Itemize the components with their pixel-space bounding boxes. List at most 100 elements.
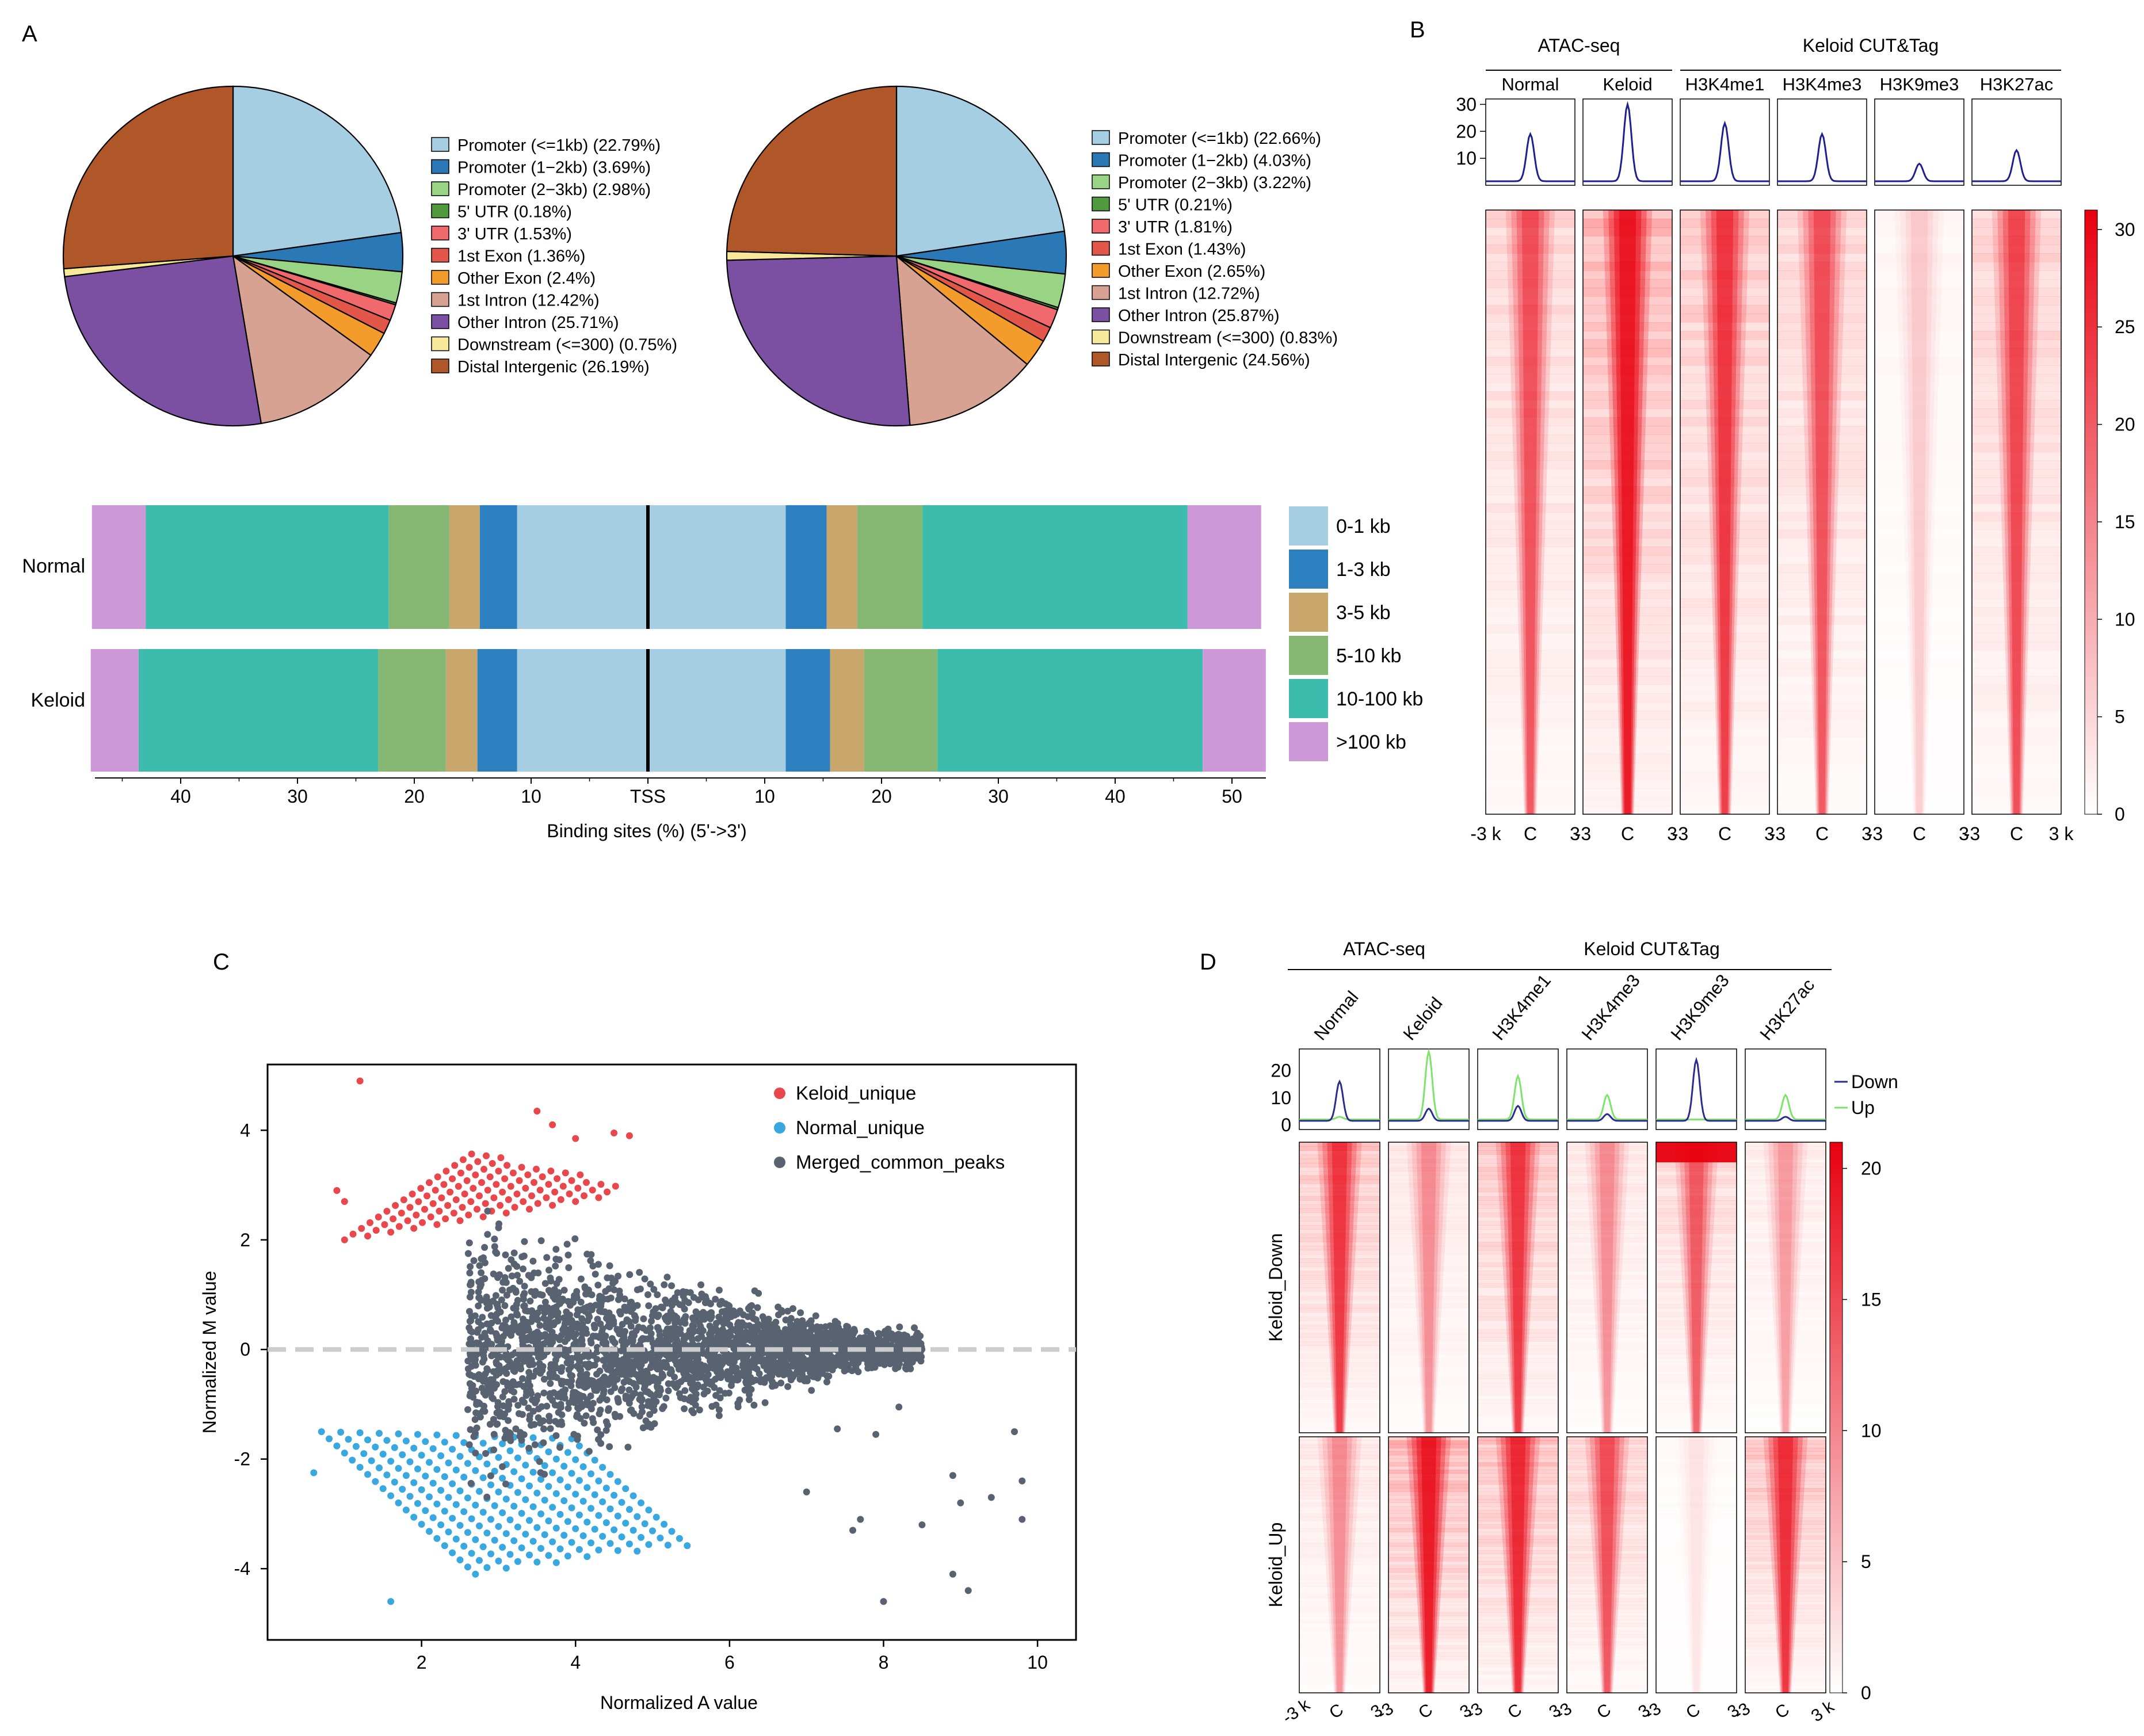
heatmap-stripe <box>1680 754 1769 763</box>
normal-unique-point <box>476 1556 483 1564</box>
common-peak-point <box>697 1281 705 1288</box>
heatmap-stripe <box>1486 676 1575 685</box>
heatmap-enrichment <box>1500 1142 1536 1433</box>
heatmap-stripe <box>1486 486 1575 495</box>
heatmap-stripe <box>1777 452 1867 461</box>
normal-unique-point <box>649 1527 656 1535</box>
keloid-unique-point <box>554 1175 561 1182</box>
common-peak-point <box>486 1303 493 1311</box>
normal-unique-point <box>533 1489 541 1497</box>
heatmap-stripe <box>1656 1353 1737 1359</box>
normal-unique-point <box>572 1456 579 1463</box>
normal-unique-point <box>441 1473 448 1481</box>
x-tick-label: 3 <box>1570 823 1580 844</box>
normal-unique-point <box>406 1458 414 1466</box>
common-peak-point <box>529 1257 537 1265</box>
common-peak-point <box>490 1446 498 1453</box>
keloid-unique-point <box>534 1200 541 1207</box>
heatmap-stripe <box>1478 1337 1558 1342</box>
heatmap-stripe <box>1745 1437 1826 1441</box>
common-peak-point <box>626 1378 634 1386</box>
common-peak-point <box>620 1379 628 1386</box>
normal-unique-point <box>661 1521 668 1528</box>
common-peak-point <box>681 1375 688 1383</box>
heatmap-stripe <box>1680 478 1769 487</box>
x-tick-label: 3 <box>1764 823 1775 844</box>
keloid-unique-point <box>459 1204 466 1211</box>
legend-swatch <box>431 159 449 174</box>
keloid-unique-point <box>539 1173 546 1181</box>
common-peak-point <box>692 1390 700 1398</box>
normal-unique-point <box>449 1445 456 1453</box>
heatmap-stripe <box>1567 1532 1647 1536</box>
heatmap-stripe <box>1486 452 1575 461</box>
common-peak-point <box>682 1313 689 1320</box>
heatmap-stripe <box>1478 1678 1558 1682</box>
legend-label: Downstream (<=300) (0.75%) <box>457 336 677 354</box>
normal-unique-point <box>575 1476 583 1484</box>
heatmap-bg <box>1299 1437 1380 1693</box>
x-tick-label: 2 <box>417 1652 427 1673</box>
heatmap-stripe <box>1486 771 1575 780</box>
heatmap-stripe <box>1567 1444 1647 1448</box>
normal-unique-point <box>602 1519 610 1527</box>
normal-unique-point <box>630 1527 637 1534</box>
common-peak-point <box>528 1274 535 1281</box>
common-peak-point <box>896 1323 903 1331</box>
keloid-unique-point <box>432 1186 439 1194</box>
normal-unique-point <box>606 1505 614 1513</box>
heatmap-stripe <box>1478 1366 1558 1371</box>
common-peak-point <box>608 1352 615 1360</box>
common-peak-point <box>663 1336 671 1343</box>
heatmap-stripe <box>1478 1221 1558 1226</box>
common-peak-point <box>730 1307 737 1315</box>
common-peak-point <box>722 1390 729 1397</box>
keloid-unique-point <box>341 1236 348 1243</box>
heatmap-stripe <box>1478 1550 1558 1554</box>
common-peak-point <box>536 1458 543 1465</box>
heatmap-stripe <box>1745 1583 1826 1588</box>
heatmap-stripe <box>1777 245 1867 254</box>
heatmap-stripe <box>1972 262 2061 271</box>
common-peak-point <box>787 1315 795 1322</box>
common-peak-point <box>590 1322 598 1329</box>
common-peak-point <box>650 1311 657 1318</box>
heatmap-stripe <box>1745 1200 1826 1205</box>
common-peak-point <box>551 1360 558 1368</box>
heatmap-stripe <box>1299 1262 1380 1267</box>
keloid-unique-point <box>455 1182 462 1190</box>
heatmap-stripe <box>1478 1275 1558 1280</box>
heatmap-stripe <box>1567 1283 1647 1288</box>
common-peak-point <box>537 1469 544 1476</box>
heatmap-stripe <box>1680 719 1769 728</box>
common-peak-point <box>601 1374 609 1382</box>
heatmap-enrichment <box>1406 1142 1451 1433</box>
normal-unique-point <box>622 1485 630 1493</box>
common-peak-point <box>574 1363 581 1370</box>
heatmap-enrichment <box>1510 1142 1526 1433</box>
heatmap-frame <box>1680 209 1770 815</box>
heatmap-stripe <box>1478 1601 1558 1605</box>
keloid-unique-point <box>424 1192 430 1200</box>
heatmap-stripe <box>1299 1488 1380 1492</box>
common-peak-point <box>610 1320 617 1327</box>
normal-unique-point <box>611 1526 618 1533</box>
heatmap-stripe <box>1478 1229 1558 1234</box>
common-peak-point <box>773 1351 780 1359</box>
common-peak-point <box>536 1360 543 1367</box>
normal-unique-point <box>487 1516 494 1523</box>
common-peak-point <box>492 1330 499 1337</box>
common-peak-point <box>528 1356 535 1364</box>
heatmap-stripe <box>1299 1484 1380 1489</box>
heatmap-stripe <box>1486 719 1575 728</box>
normal-unique-point <box>575 1442 583 1449</box>
normal-unique-point <box>341 1449 348 1457</box>
heatmap-stripe <box>1656 1291 1737 1296</box>
heatmap-stripe <box>1567 1649 1647 1653</box>
heatmap-stripe <box>1680 210 1769 219</box>
bar-segment <box>785 649 830 772</box>
heatmap-stripe <box>1478 1204 1558 1209</box>
common-peak-point <box>501 1410 509 1418</box>
heatmap-stripe <box>1745 1575 1826 1580</box>
common-peak-point <box>516 1380 524 1388</box>
